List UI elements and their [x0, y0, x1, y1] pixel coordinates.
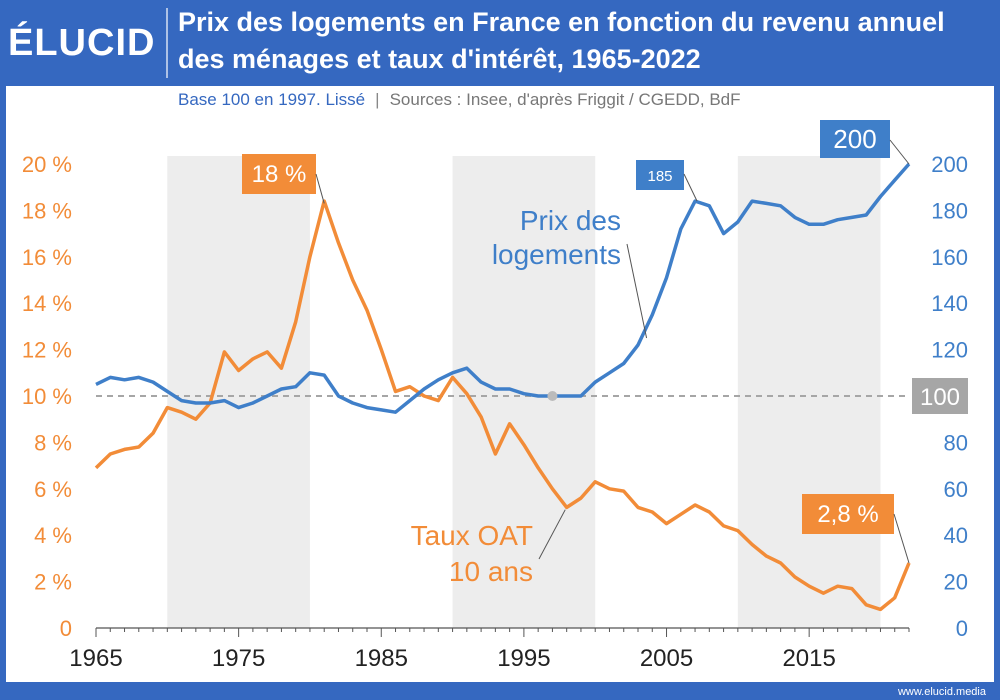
- series-label-prix-line2: logements: [492, 239, 621, 270]
- left-tick-label: 0: [60, 616, 72, 641]
- chart-title: Prix des logements en France en fonction…: [178, 7, 945, 74]
- chart-svg: 1965 1975 1985 1995 2005 2015 0 2 % 4 % 6 % 8 % 10 …: [22, 120, 968, 672]
- end-label-rate-leader: [893, 513, 910, 564]
- callout-rate-peak-label: 18 %: [252, 161, 307, 188]
- x-tick-label: 2015: [782, 645, 835, 672]
- left-tick-label: 20 %: [22, 152, 72, 177]
- right-tick-label: 180: [931, 198, 968, 223]
- callout-rate-peak-leader: [315, 173, 325, 204]
- left-tick-label: 2 %: [34, 570, 72, 595]
- end-label-rate: 2,8 %: [817, 501, 878, 528]
- series-line-taux-oat: [94, 199, 911, 612]
- right-tick-label: 20: [944, 570, 968, 595]
- series-label-taux-leader: [538, 509, 566, 560]
- right-tick-label: 60: [944, 477, 968, 502]
- footer-url[interactable]: www.elucid.media: [897, 686, 986, 698]
- series-label-taux-line1: Taux OAT: [411, 520, 533, 551]
- chart-panel: 1965 1975 1985 1995 2005 2015 0 2 % 4 % 6 % 8 % 10 …: [6, 86, 994, 682]
- logo-separator: [166, 8, 168, 78]
- end-label-rate-box: [802, 494, 894, 534]
- decade-band-0: [167, 156, 310, 628]
- subtitle-separator: |: [375, 90, 380, 109]
- left-tick-label: 16 %: [22, 245, 72, 270]
- left-tick-label: 6 %: [34, 477, 72, 502]
- decade-band-2: [737, 156, 881, 628]
- right-tick-label: 0: [956, 616, 968, 641]
- left-tick-label: 10 %: [22, 384, 72, 409]
- subtitle-base: Base 100 en 1997. Lissé: [178, 90, 366, 109]
- right-tick-label: 40: [944, 523, 968, 548]
- series-label-prix-leader: [626, 243, 648, 339]
- right-tick-label: 120: [931, 338, 968, 363]
- right-tick-label: 200: [931, 152, 968, 177]
- series-label-taux-line2: 10 ans: [449, 556, 533, 587]
- series-label-prix-line1: Prix des: [520, 205, 621, 236]
- x-tick-label: 1965: [69, 645, 122, 672]
- callout-rate-peak-box: [242, 154, 316, 194]
- right-tick-label: 160: [931, 245, 968, 270]
- subtitle: Base 100 en 1997. Lissé | Sources : Insee,…: [178, 90, 741, 110]
- x-tick-label: 1995: [497, 645, 550, 672]
- left-tick-label: 8 %: [34, 430, 72, 455]
- x-tick-label: 1985: [355, 645, 408, 672]
- subtitle-sources: Sources : Insee, d'après Friggit / CGEDD…: [389, 90, 741, 109]
- end-label-price-leader: [889, 139, 910, 165]
- header: ÉLUCID Prix des logements en France en f…: [0, 0, 1000, 86]
- x-tick-label: 2005: [640, 645, 693, 672]
- reference-badge: [912, 378, 968, 414]
- end-label-price: 200: [833, 124, 876, 154]
- callout-price-peak-label: 185: [647, 168, 672, 185]
- callout-price-peak-leader: [683, 173, 698, 202]
- right-tick-label: 140: [931, 291, 968, 316]
- series-line-prix-logements: [95, 162, 911, 414]
- left-tick-label: 4 %: [34, 523, 72, 548]
- reference-label: 100: [920, 384, 960, 411]
- end-label-price-box: [820, 120, 890, 158]
- base-year-marker: [547, 391, 558, 401]
- x-tick-label: 1975: [212, 645, 265, 672]
- right-tick-label: 80: [944, 430, 968, 455]
- left-tick-label: 14 %: [22, 291, 72, 316]
- left-tick-label: 12 %: [22, 338, 72, 363]
- left-tick-label: 18 %: [22, 198, 72, 223]
- elucid-logo: ÉLUCID: [8, 22, 156, 64]
- callout-price-peak-box: [636, 160, 684, 190]
